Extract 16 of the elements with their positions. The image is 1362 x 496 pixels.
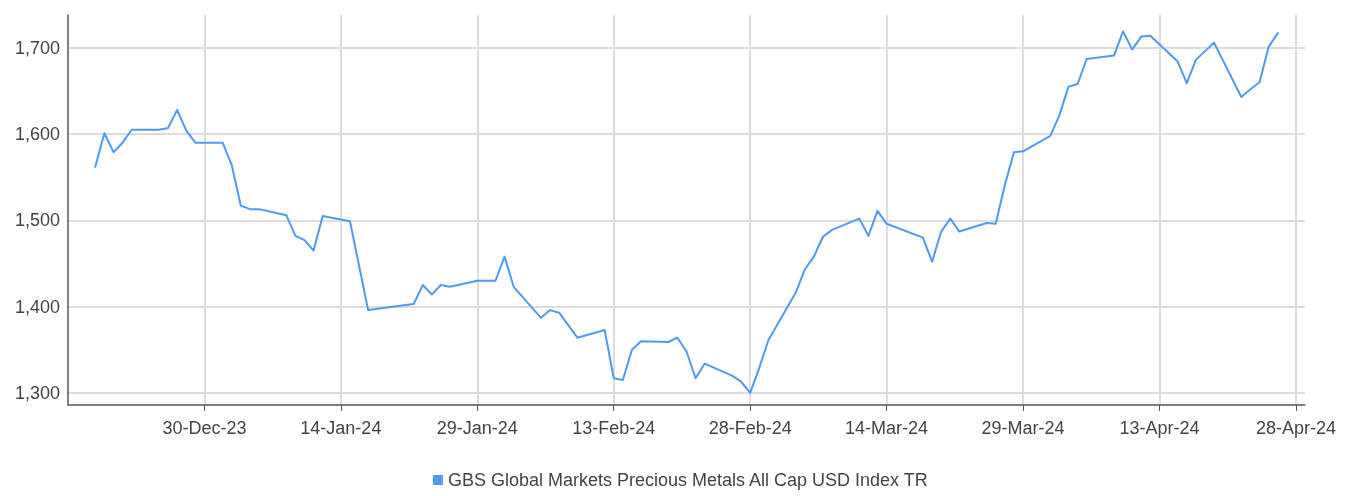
x-tick-label: 28-Apr-24 bbox=[1255, 418, 1336, 438]
x-tick-label: 13-Feb-24 bbox=[572, 418, 656, 438]
x-tick-label: 13-Apr-24 bbox=[1119, 418, 1200, 438]
y-tick-label: 1,400 bbox=[14, 296, 60, 317]
x-tick-label: 30-Dec-23 bbox=[162, 418, 247, 438]
y-tick-label: 1,600 bbox=[14, 124, 60, 145]
x-tick-label: 29-Mar-24 bbox=[981, 418, 1065, 438]
line-series bbox=[94, 30, 1279, 394]
y-tick-label: 1,700 bbox=[14, 37, 60, 58]
x-tick-label: 14-Jan-24 bbox=[300, 418, 382, 438]
x-tick-label: 28-Feb-24 bbox=[708, 418, 792, 438]
x-tick-label: 14-Mar-24 bbox=[845, 418, 929, 438]
y-tick-label: 1,500 bbox=[14, 210, 60, 231]
legend-label: GBS Global Markets Precious Metals All Cap USD Index TR bbox=[447, 470, 928, 490]
x-tick-label: 29-Jan-24 bbox=[436, 418, 518, 438]
y-tick-label: 1,300 bbox=[14, 382, 60, 403]
